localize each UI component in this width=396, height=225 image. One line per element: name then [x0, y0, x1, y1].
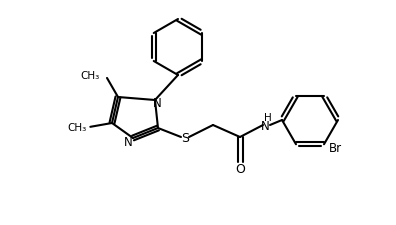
Text: N: N — [152, 97, 162, 110]
Text: CH₃: CH₃ — [81, 71, 100, 81]
Text: CH₃: CH₃ — [67, 122, 86, 132]
Text: N: N — [124, 136, 132, 149]
Text: H: H — [264, 112, 272, 122]
Text: O: O — [235, 163, 245, 176]
Text: S: S — [181, 131, 189, 144]
Text: N: N — [261, 119, 269, 132]
Text: Br: Br — [329, 141, 342, 154]
